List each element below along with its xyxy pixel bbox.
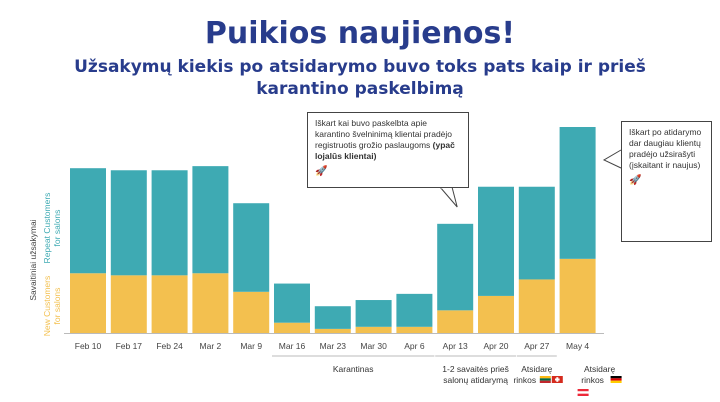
subtitle: karantino paskelbimą (256, 79, 464, 99)
bar-new-customers (396, 326, 433, 333)
legend-new-line2: for salons (52, 288, 62, 325)
bar-new-customers (314, 328, 351, 333)
legend-new-line1: New Customers (42, 276, 52, 336)
group-label-pre-opening: 1-2 savaitės prieš (442, 364, 509, 374)
bar-repeat-customers (437, 223, 474, 311)
bar-new-customers (233, 291, 270, 333)
bar-new-customers (559, 258, 596, 333)
bar-repeat-customers (110, 170, 147, 276)
x-tick-label: Mar 30 (360, 341, 387, 351)
bar-new-customers (274, 322, 310, 333)
bar-repeat-customers (518, 186, 555, 280)
rocket-icon: 🚀 (629, 175, 642, 186)
annotation-callout: Iškart kai buvo paskelbta apie karantino… (307, 112, 469, 188)
callout-text: Iškart kai buvo paskelbta apie karantino… (315, 118, 453, 150)
austria-flag-icon (577, 389, 589, 392)
bar-new-customers (70, 273, 106, 333)
group-label-opened: Atsidarę (521, 364, 552, 374)
lithuania-flag-icon-stripe (539, 378, 551, 381)
bar-new-customers (355, 326, 392, 333)
y-axis-label: Savaitiniai užsakymai (28, 219, 38, 300)
x-tick-label: Feb 10 (75, 341, 102, 351)
callout-pointer (602, 149, 622, 169)
callout-bold-text: (ypač lojalūs klientai) (315, 140, 455, 161)
legend-repeat-line2: for salons (52, 210, 62, 247)
x-tick-label: Mar 16 (279, 341, 306, 351)
bar-new-customers (518, 279, 555, 333)
bar-new-customers (192, 273, 229, 333)
group-label-pre-opening: salonų atidarymą (443, 375, 508, 385)
x-tick-label: Mar 23 (320, 341, 347, 351)
bar-new-customers (478, 295, 514, 333)
x-tick-label: Apr 27 (524, 341, 549, 351)
germany-flag-icon (610, 376, 622, 379)
bar-repeat-customers (274, 283, 310, 323)
bar-repeat-customers (233, 203, 270, 292)
x-tick-label: Mar 9 (240, 341, 262, 351)
lithuania-flag-icon (539, 376, 551, 379)
callout-text: Iškart po atidarymo dar daugiau klientų … (629, 127, 702, 170)
austria-flag-icon-stripe (577, 393, 589, 396)
bar-repeat-customers (559, 127, 596, 259)
x-tick-label: Apr 20 (483, 341, 508, 351)
rocket-icon: 🚀 (315, 166, 328, 177)
bar-new-customers (110, 275, 147, 333)
bar-repeat-customers (355, 300, 392, 327)
germany-flag-icon-stripe (610, 380, 622, 383)
bar-repeat-customers (151, 170, 188, 276)
bar-repeat-customers (314, 306, 351, 329)
bar-repeat-customers (192, 166, 229, 274)
group-label-opened: rinkos (513, 375, 536, 385)
group-label-karantinas: Karantinas (333, 364, 374, 374)
legend-repeat-line1: Repeat Customers (42, 193, 52, 264)
x-tick-label: Apr 13 (443, 341, 468, 351)
germany-flag-icon-stripe (610, 378, 622, 381)
bar-repeat-customers (478, 186, 514, 296)
lithuania-flag-icon-stripe (539, 380, 551, 383)
group-label-opened: Atsidarę (584, 364, 615, 374)
bar-repeat-customers (70, 168, 106, 274)
page-title: Puikios naujienos! (204, 16, 516, 51)
callout-pointer (439, 186, 458, 208)
x-tick-label: Feb 24 (156, 341, 183, 351)
bar-repeat-customers (396, 293, 433, 327)
subtitle: Užsakymų kiekis po atsidarymo buvo toks … (74, 57, 646, 77)
bar-new-customers (151, 275, 188, 333)
x-tick-label: Feb 17 (116, 341, 143, 351)
bar-new-customers (437, 310, 474, 333)
x-tick-label: Apr 6 (404, 341, 425, 351)
austria-flag-icon-stripe (577, 391, 589, 394)
x-tick-label: May 4 (566, 341, 589, 351)
group-label-opened: rinkos (581, 375, 604, 385)
annotation-callout: Iškart po atidarymo dar daugiau klientų … (621, 121, 712, 242)
x-tick-label: Mar 2 (200, 341, 222, 351)
swiss-cross (555, 378, 560, 381)
